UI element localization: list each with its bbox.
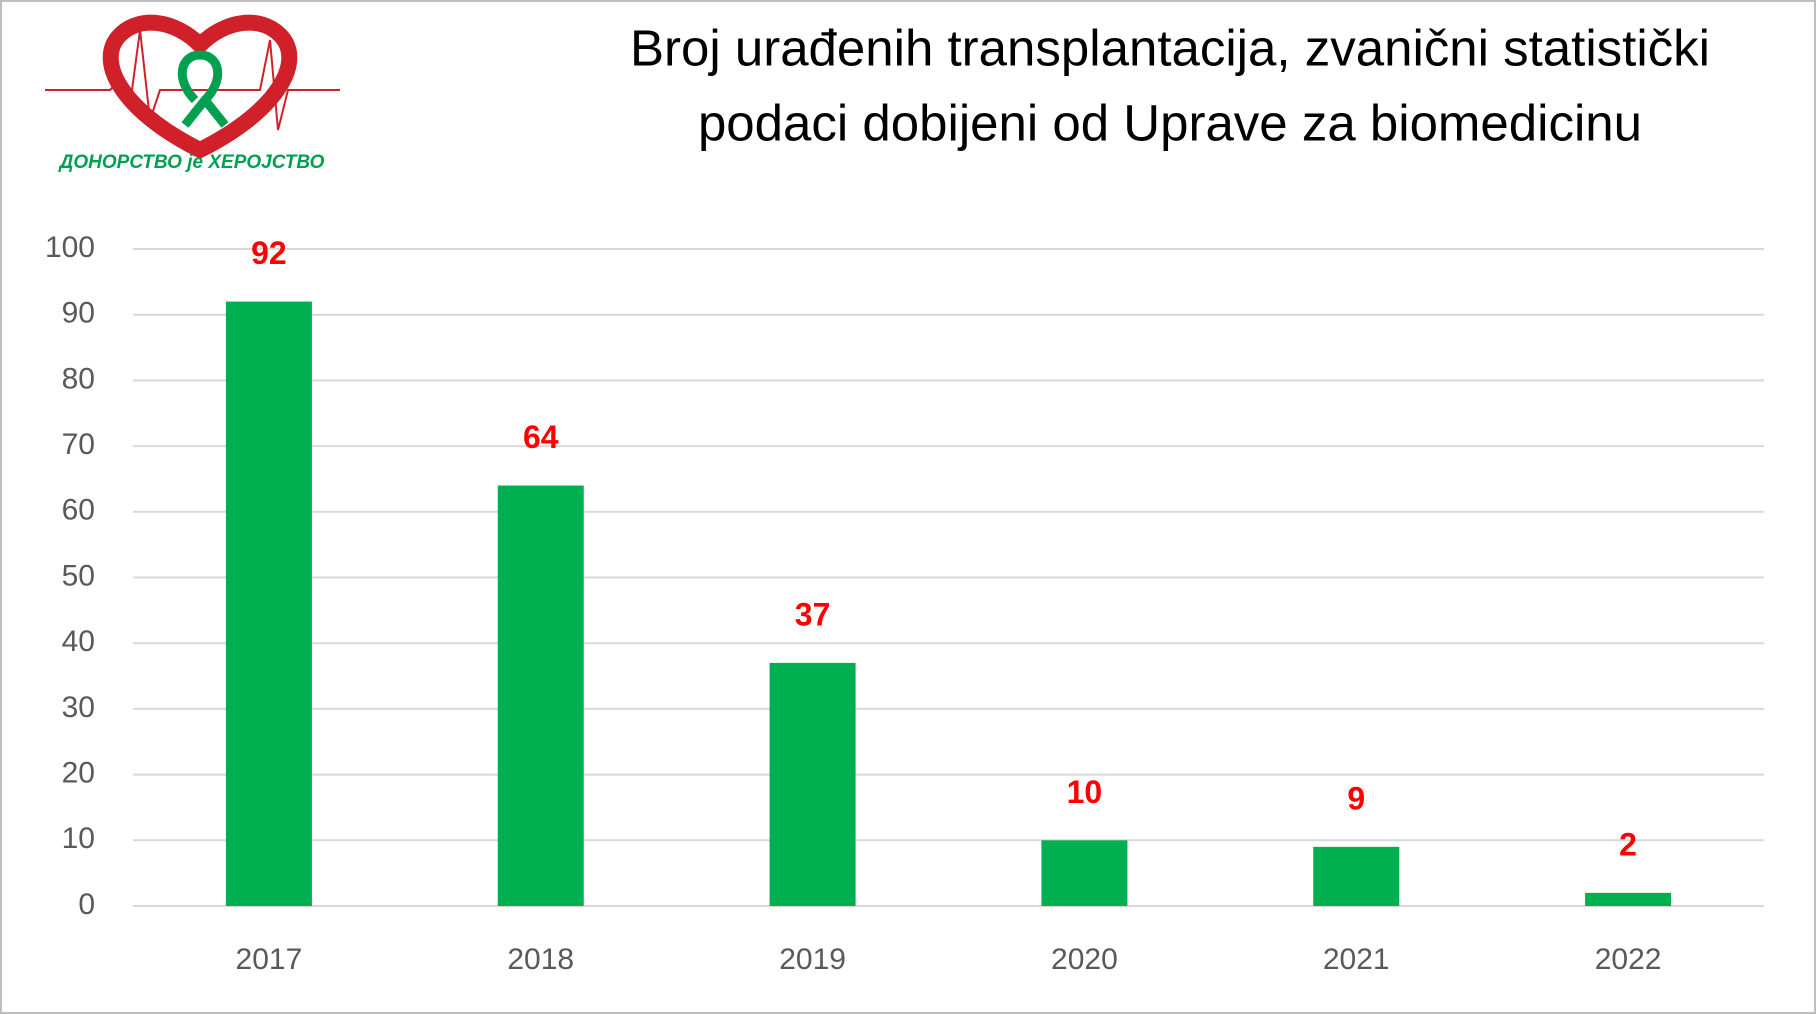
y-tick-label: 100 <box>45 231 95 264</box>
x-tick-label: 2019 <box>779 943 846 976</box>
y-tick-label: 40 <box>62 625 95 658</box>
y-tick-label: 10 <box>62 822 95 855</box>
logo-text: ДОНОРСТВО je ХЕРОЈСТВО <box>58 152 325 173</box>
bar <box>497 485 584 906</box>
bar <box>1041 840 1128 906</box>
chart-title: podaci dobijeni od Uprave za biomedicinu <box>698 94 1642 151</box>
logo-ecg <box>45 29 340 131</box>
bar <box>225 301 312 906</box>
y-tick-label: 0 <box>78 888 95 921</box>
y-tick-label: 90 <box>62 297 95 330</box>
x-tick-label: 2020 <box>1051 943 1118 976</box>
y-tick-label: 60 <box>62 494 95 527</box>
data-label: 64 <box>523 419 559 455</box>
data-label: 2 <box>1619 826 1637 862</box>
y-tick-label: 50 <box>62 559 95 592</box>
y-tick-label: 20 <box>62 757 95 790</box>
y-tick-label: 80 <box>62 362 95 395</box>
chart-title: Broj urađenih transplantacija, zvanični … <box>630 19 1710 76</box>
logo-heart <box>102 14 298 159</box>
x-tick-label: 2017 <box>236 943 303 976</box>
x-tick-label: 2021 <box>1323 943 1390 976</box>
y-tick-label: 30 <box>62 691 95 724</box>
data-label: 37 <box>795 596 831 632</box>
bar <box>769 662 856 906</box>
x-tick-label: 2022 <box>1595 943 1662 976</box>
logo-ribbon <box>177 50 229 128</box>
bar <box>1313 846 1400 906</box>
data-label: 92 <box>251 235 287 271</box>
bar <box>1585 892 1672 906</box>
data-label: 9 <box>1347 780 1365 816</box>
y-tick-label: 70 <box>62 428 95 461</box>
x-tick-label: 2018 <box>507 943 574 976</box>
logo: ДОНОРСТВО je ХЕРОЈСТВО <box>45 14 340 173</box>
data-label: 10 <box>1067 774 1103 810</box>
